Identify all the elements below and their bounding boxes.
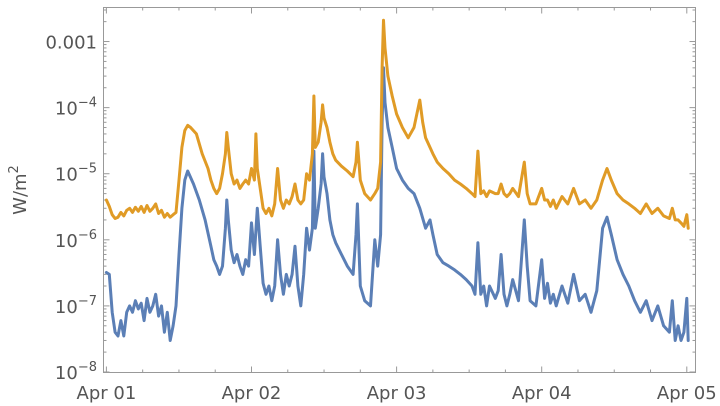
y-axis: 10−8 10−7 10−6 10−5 10−4 0.001 bbox=[45, 9, 696, 384]
y-tick-label: 10−6 bbox=[55, 228, 97, 252]
series-line-2 bbox=[104, 18, 690, 230]
x-tick-label: Apr 04 bbox=[512, 383, 572, 404]
y-tick-label: 10−8 bbox=[55, 360, 97, 384]
y-tick-label: 10−4 bbox=[55, 96, 97, 120]
plot-frame bbox=[103, 7, 696, 373]
x-tick-label: Apr 02 bbox=[222, 383, 282, 404]
x-tick-label: Apr 05 bbox=[657, 383, 717, 404]
series-layer bbox=[104, 18, 690, 342]
x-axis: Apr 01 Apr 02 Apr 03 Apr 04 Apr 05 bbox=[77, 7, 717, 404]
y-tick-label: 0.001 bbox=[45, 33, 97, 54]
y-axis-label: W/m2 bbox=[7, 165, 31, 215]
y-tick-label: 10−5 bbox=[55, 162, 97, 186]
x-tick-label: Apr 03 bbox=[367, 383, 427, 404]
x-tick-label: Apr 01 bbox=[77, 383, 137, 404]
series-line-1 bbox=[104, 66, 690, 342]
y-tick-label: 10−7 bbox=[55, 294, 97, 318]
